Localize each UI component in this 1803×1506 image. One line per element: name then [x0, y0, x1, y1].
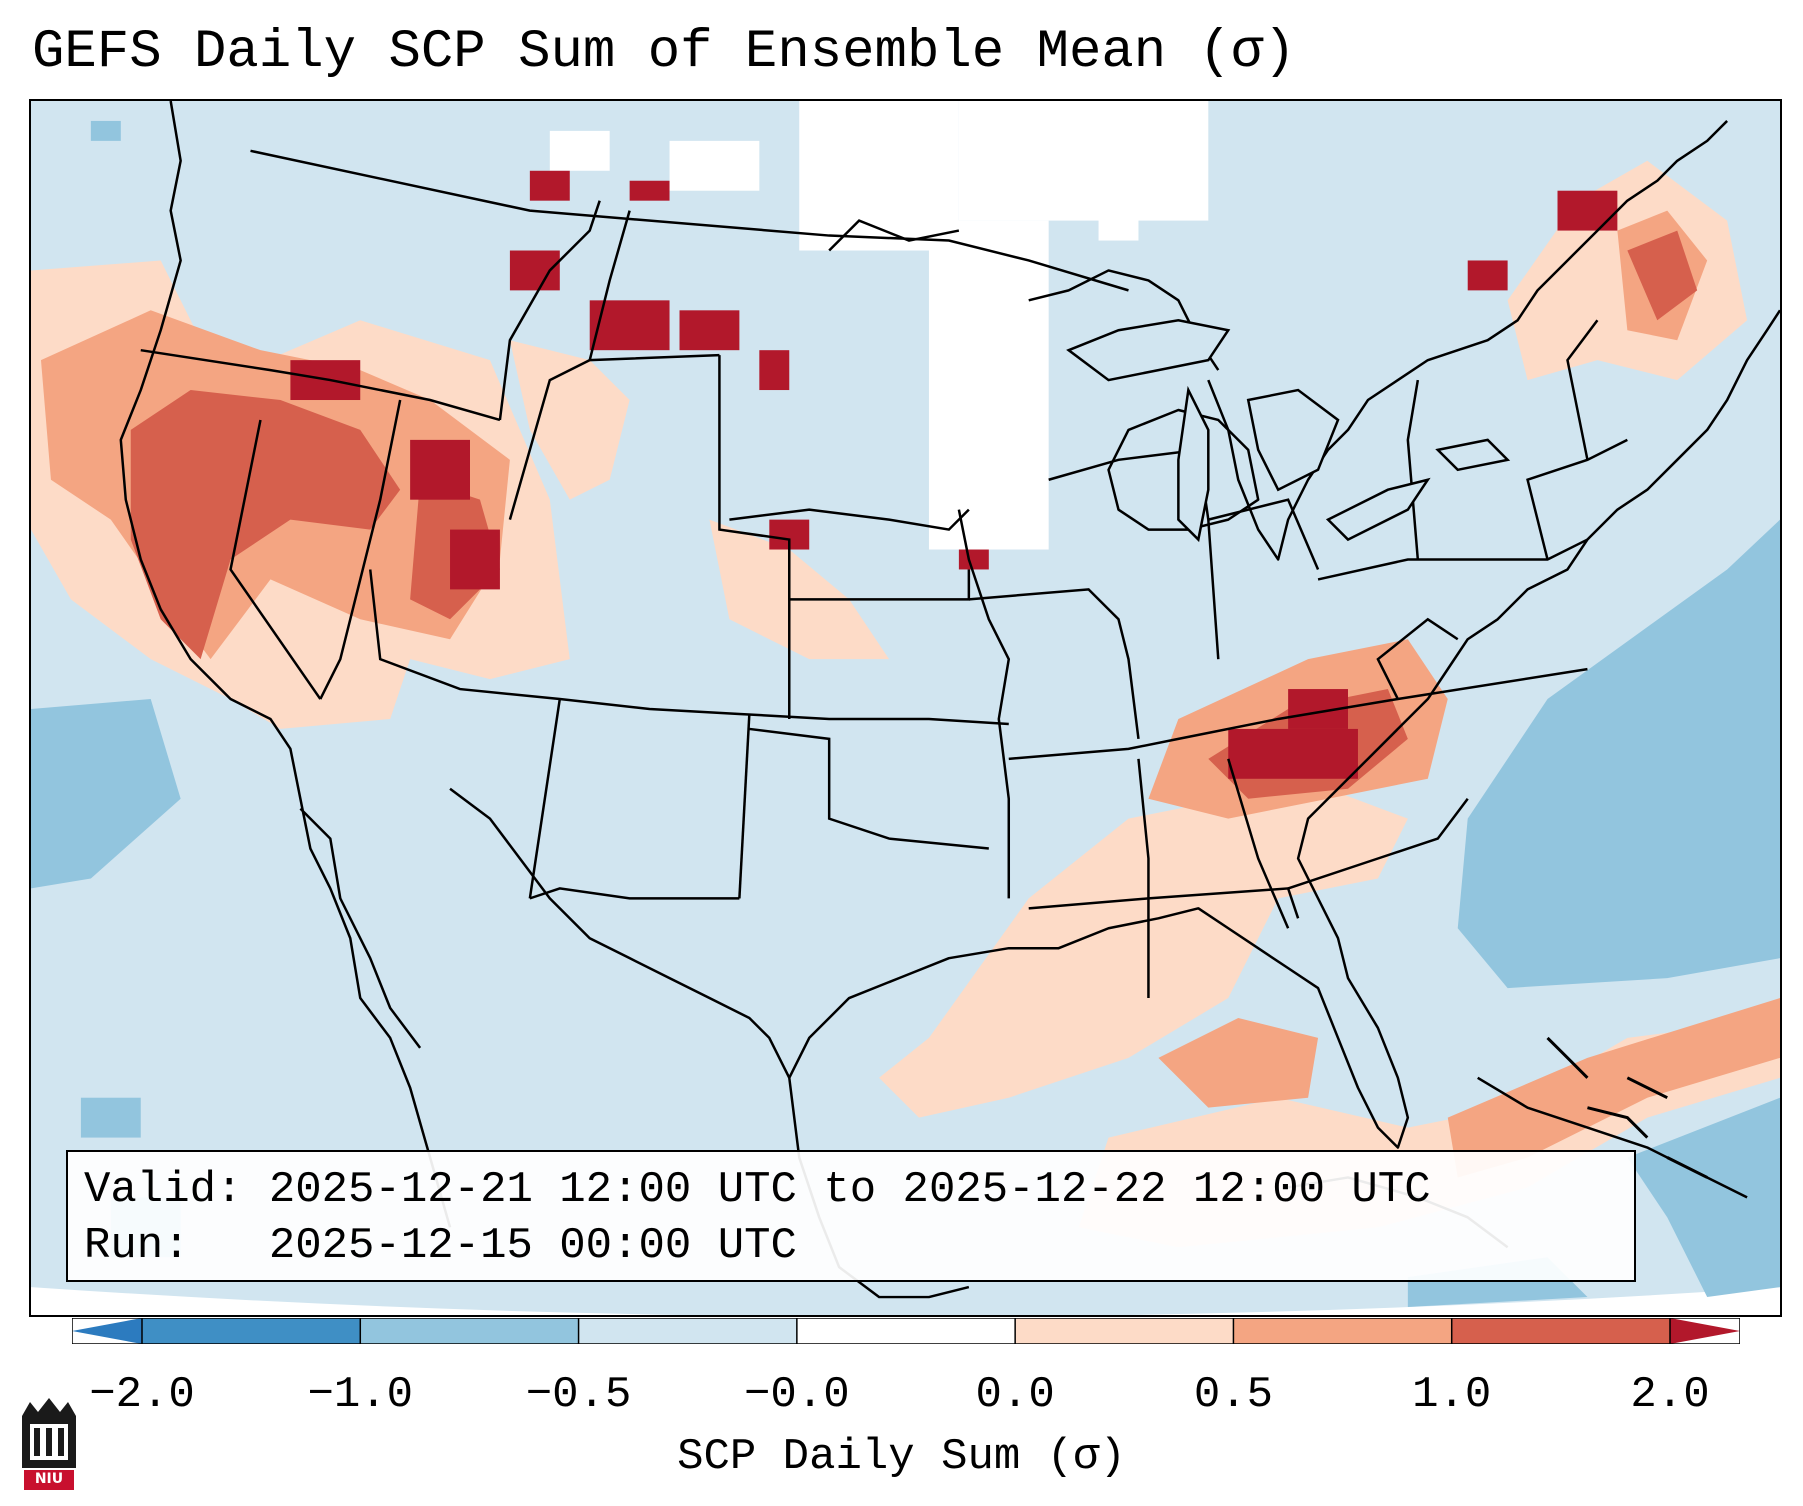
lake-superior: [1066, 319, 1231, 382]
map-panel: [29, 99, 1782, 1317]
colorbar: [72, 1318, 1740, 1344]
validity-info-box: Valid: 2025-12-21 12:00 UTC to 2025-12-2…: [66, 1150, 1636, 1282]
valid-time-line: Valid: 2025-12-21 12:00 UTC to 2025-12-2…: [84, 1165, 1431, 1215]
colorbar-ticks: [141, 1318, 1671, 1344]
colorbar-tick-label: 0.0: [975, 1370, 1055, 1420]
neutral-regions: [549, 101, 1209, 550]
state-borders: [140, 149, 1628, 999]
niu-logo-icon: [22, 1398, 76, 1490]
colorbar-bins: [72, 1318, 1740, 1344]
colorbar-tick-label: 0.5: [1193, 1370, 1274, 1420]
scp-map: [31, 101, 1780, 1315]
colorbar-label: SCP Daily Sum (σ): [677, 1432, 1126, 1482]
lake-erie: [1325, 477, 1431, 542]
great-lakes: [1066, 319, 1511, 543]
chart-title: GEFS Daily SCP Sum of Ensemble Mean (σ): [32, 22, 1296, 83]
colorbar-bin: [578, 1318, 798, 1344]
colorbar-bin: [1451, 1318, 1671, 1344]
colorbar-extend-min: [72, 1318, 142, 1344]
colorbar-bin: [1015, 1318, 1234, 1344]
positive-max-cells: [290, 170, 1618, 779]
colorbar-bin: [1233, 1318, 1453, 1344]
colorbar-tick-label: −2.0: [89, 1370, 195, 1420]
run-time-line: Run: 2025-12-15 00:00 UTC: [84, 1221, 797, 1271]
colorbar-tick-label: 1.0: [1412, 1370, 1492, 1420]
colorbar-tick-label: 2.0: [1630, 1370, 1710, 1420]
lake-michigan: [1177, 385, 1210, 543]
logo-text: NIU: [34, 1471, 64, 1487]
colorbar-bin: [142, 1318, 361, 1344]
colorbar-tick-label: −1.0: [307, 1370, 414, 1420]
lake-huron: [1246, 388, 1340, 492]
coastlines: [119, 101, 1780, 1299]
colorbar-tick-label: −0.0: [744, 1370, 850, 1420]
colorbar-bin: [360, 1318, 580, 1344]
colorbar-bin: [796, 1318, 1016, 1344]
colorbar-extend-max: [1670, 1318, 1740, 1344]
colorbar-tick-label: −0.5: [525, 1370, 632, 1420]
lake-ontario: [1435, 438, 1511, 472]
caribbean-islands: [1546, 1036, 1708, 1179]
